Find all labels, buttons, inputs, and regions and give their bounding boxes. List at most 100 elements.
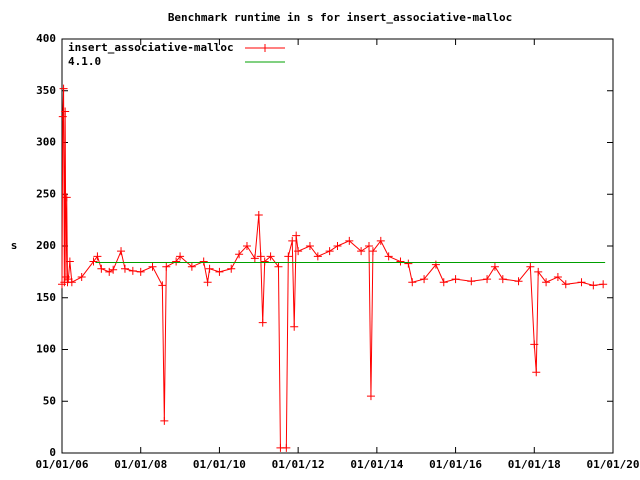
y-axis-label: s: [11, 239, 18, 252]
point-marker: [366, 392, 375, 401]
point-marker: [490, 262, 499, 271]
point-marker: [136, 267, 145, 276]
point-marker: [89, 257, 98, 266]
point-marker: [284, 252, 293, 261]
point-marker: [368, 247, 377, 256]
point-marker: [292, 231, 301, 240]
x-tick-label: 01/01/20: [587, 458, 640, 471]
point-marker: [67, 278, 76, 287]
x-tick-label: 01/01/16: [429, 458, 482, 471]
x-tick-label: 01/01/14: [350, 458, 403, 471]
point-marker: [530, 340, 539, 349]
legend-label: 4.1.0: [68, 55, 101, 68]
point-marker: [313, 252, 322, 261]
series-line: [61, 88, 604, 449]
point-marker: [333, 242, 342, 250]
point-marker: [294, 247, 303, 256]
y-tick-label: 350: [36, 84, 56, 97]
point-marker: [542, 278, 551, 287]
point-marker: [408, 278, 417, 287]
point-marker: [431, 260, 440, 269]
point-marker: [290, 322, 299, 331]
point-marker: [65, 257, 74, 266]
point-marker: [364, 242, 373, 250]
point-marker: [404, 259, 413, 268]
point-marker: [235, 250, 244, 259]
point-marker: [451, 275, 460, 284]
point-marker: [599, 280, 608, 289]
y-tick-label: 0: [49, 446, 56, 459]
point-marker: [117, 247, 126, 256]
point-marker: [58, 112, 67, 121]
x-tick-label: 01/01/08: [114, 458, 167, 471]
legend-label: insert_associative-malloc: [68, 41, 234, 54]
point-marker: [160, 416, 169, 425]
point-marker: [357, 247, 366, 256]
point-marker: [199, 257, 208, 266]
point-marker: [59, 84, 68, 93]
point-marker: [250, 254, 259, 263]
x-tick-label: 01/01/06: [36, 458, 89, 471]
point-marker: [467, 277, 476, 286]
point-marker: [561, 280, 570, 289]
point-marker: [109, 265, 118, 274]
point-marker: [498, 275, 507, 284]
point-marker: [274, 262, 283, 271]
point-marker: [420, 275, 429, 284]
point-marker: [589, 281, 598, 290]
point-marker: [483, 275, 492, 284]
point-marker: [376, 236, 385, 245]
point-marker: [514, 277, 523, 286]
point-marker: [203, 278, 212, 287]
y-tick-label: 150: [36, 291, 56, 304]
x-tick-label: 01/01/18: [508, 458, 561, 471]
point-marker: [61, 107, 70, 116]
point-marker: [553, 273, 562, 282]
y-tick-label: 250: [36, 187, 56, 200]
point-marker: [227, 264, 236, 273]
point-marker: [97, 264, 106, 273]
point-marker: [158, 281, 167, 290]
legend-marker: [261, 44, 269, 52]
point-marker: [532, 368, 541, 377]
point-marker: [396, 257, 405, 266]
point-marker: [345, 236, 354, 245]
point-marker: [215, 267, 224, 276]
point-marker: [256, 252, 265, 261]
point-marker: [172, 257, 181, 266]
point-marker: [105, 267, 114, 276]
point-marker: [93, 252, 102, 261]
point-marker: [325, 247, 334, 256]
point-marker: [384, 252, 393, 261]
point-marker: [439, 278, 448, 287]
y-tick-label: 200: [36, 239, 56, 252]
point-marker: [260, 257, 269, 266]
point-marker: [288, 236, 297, 245]
point-marker: [128, 266, 137, 275]
point-marker: [120, 264, 129, 273]
point-marker: [577, 278, 586, 287]
y-tick-label: 400: [36, 32, 56, 45]
y-tick-label: 50: [43, 394, 56, 407]
point-marker: [205, 264, 214, 273]
point-marker: [266, 252, 275, 261]
point-marker: [148, 262, 157, 271]
point-marker: [162, 262, 171, 271]
chart-title: Benchmark runtime in s for insert_associ…: [168, 11, 512, 24]
point-marker: [305, 242, 314, 250]
point-marker: [77, 273, 86, 282]
point-marker: [187, 262, 196, 271]
point-marker: [254, 210, 263, 219]
point-marker: [258, 318, 267, 327]
x-tick-label: 01/01/12: [272, 458, 325, 471]
y-tick-label: 300: [36, 136, 56, 149]
x-tick-label: 01/01/10: [193, 458, 246, 471]
point-marker: [62, 193, 71, 202]
point-marker: [242, 242, 251, 250]
point-marker: [534, 267, 543, 276]
point-marker: [176, 252, 185, 261]
point-marker: [526, 262, 535, 271]
y-tick-label: 100: [36, 343, 56, 356]
point-marker: [282, 443, 291, 452]
